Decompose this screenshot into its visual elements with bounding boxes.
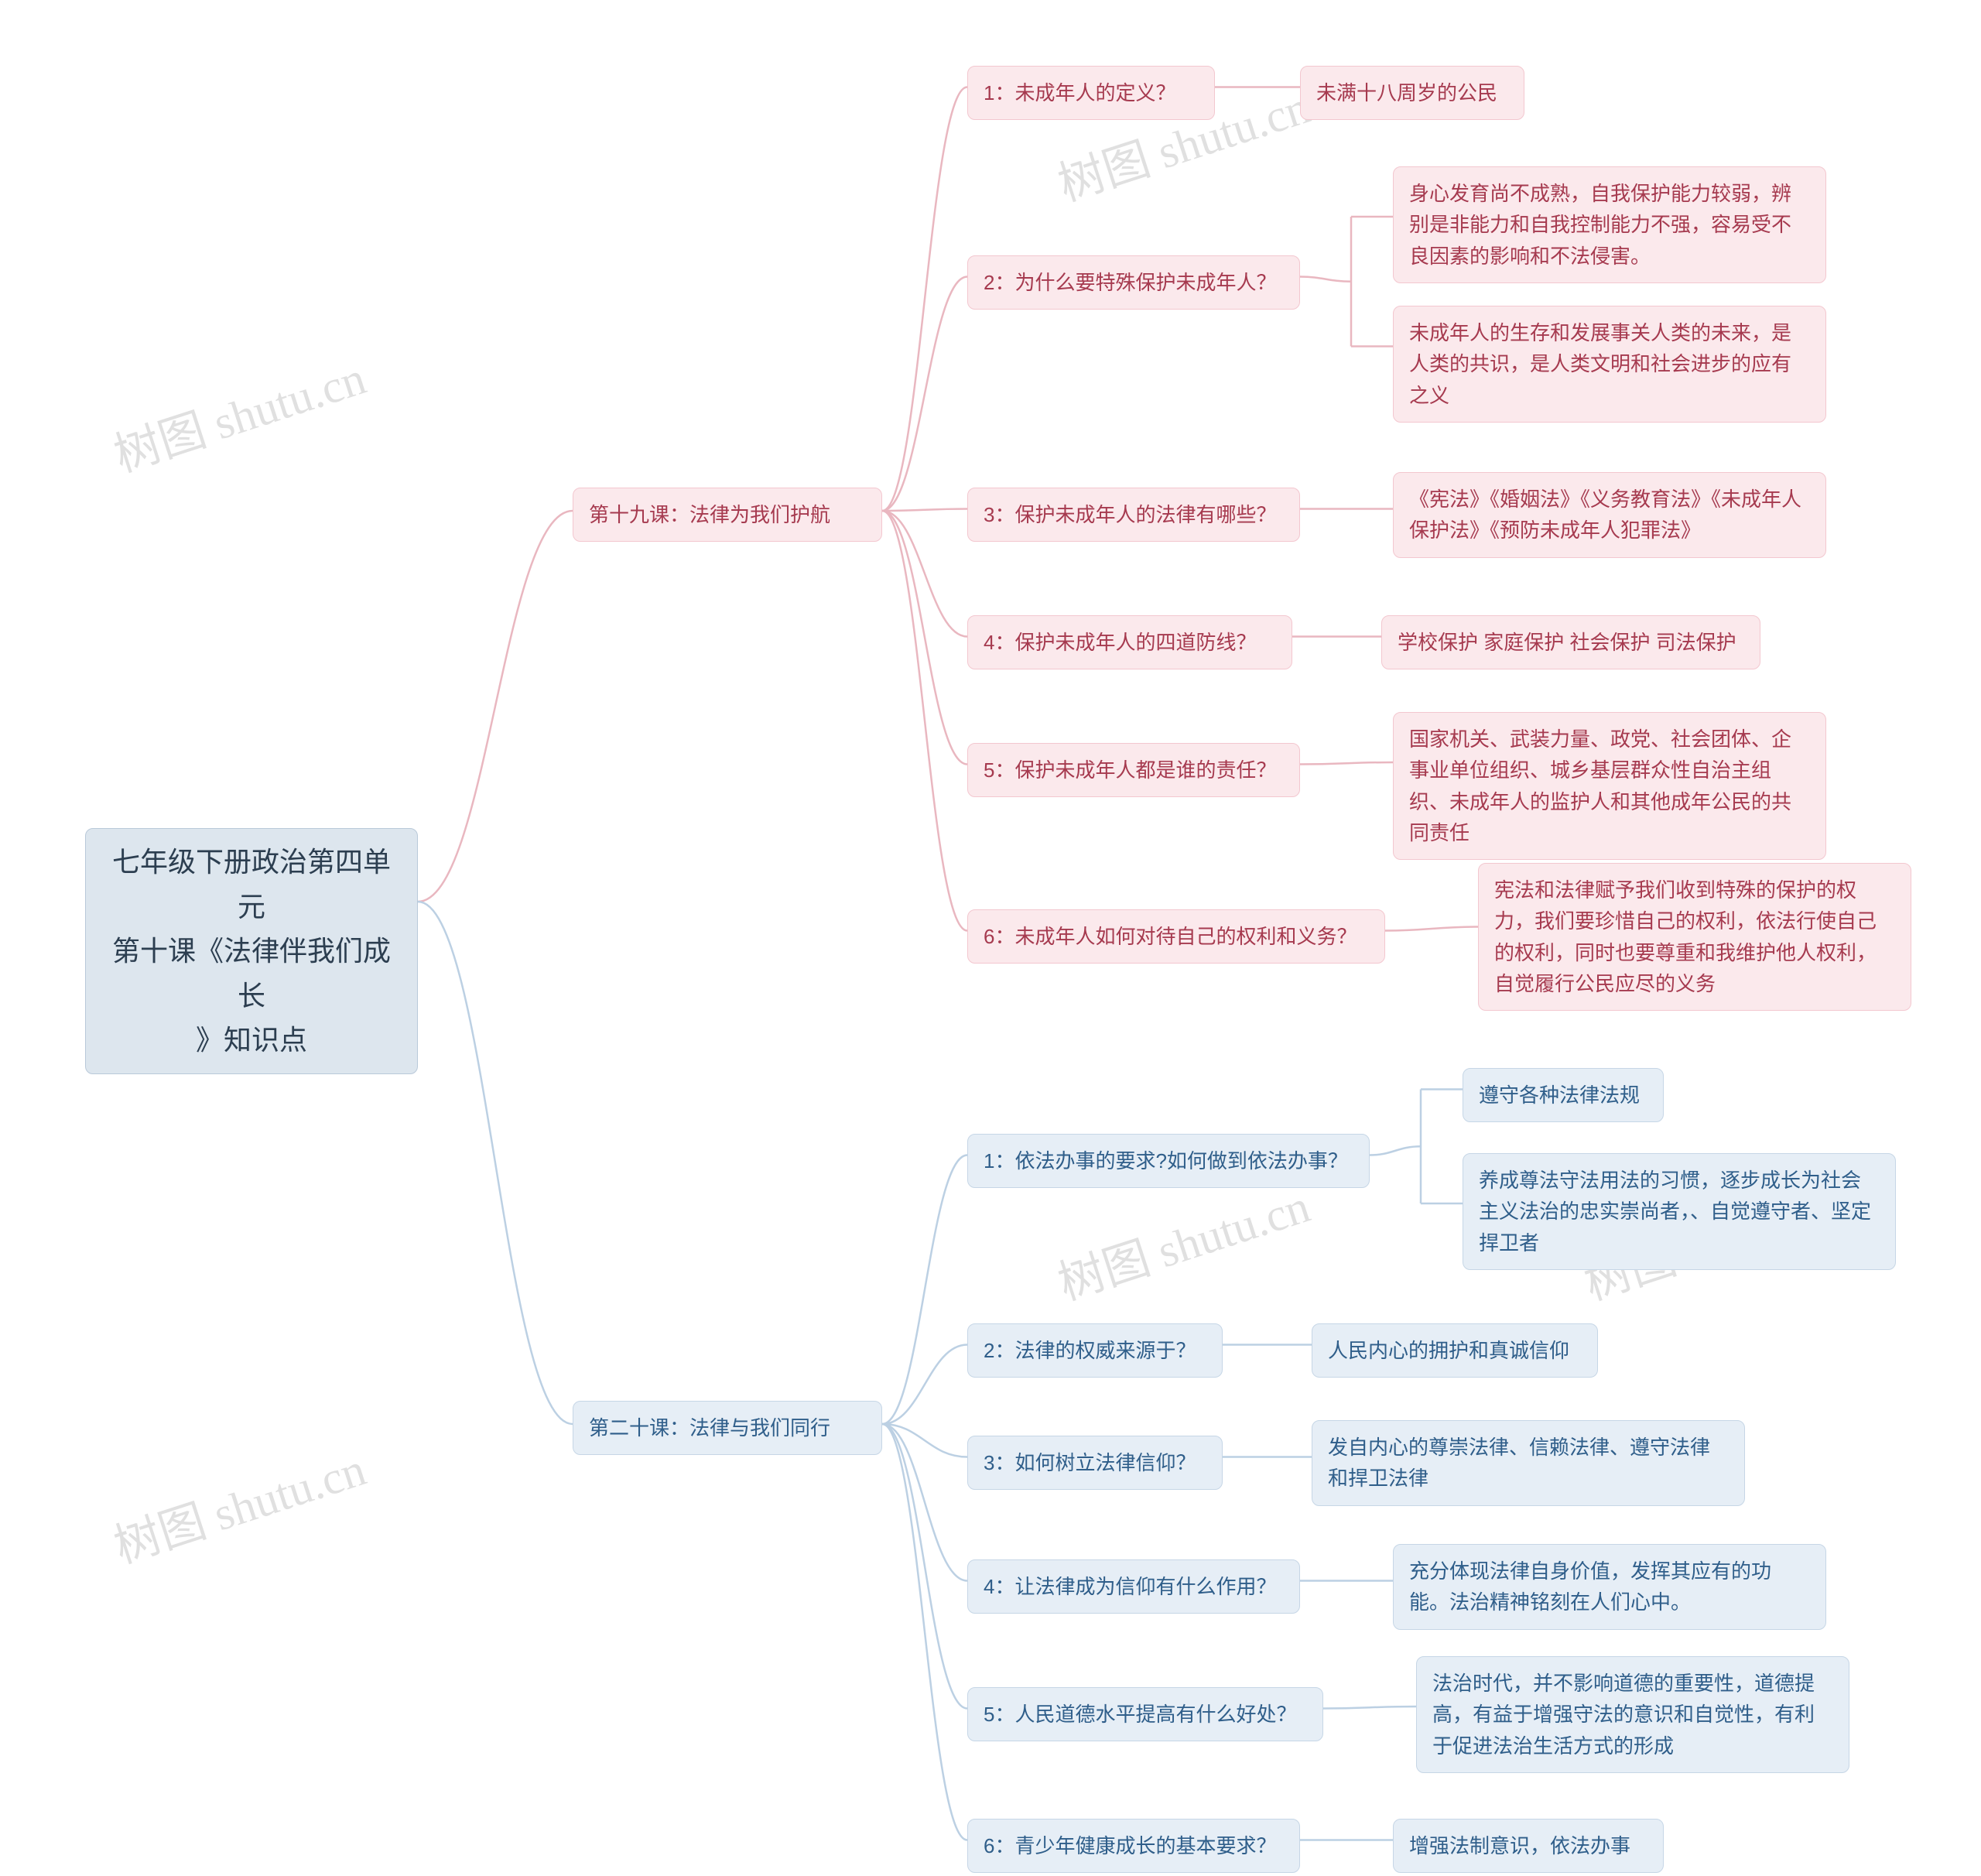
question-b1q5[interactable]: 5：保护未成年人都是谁的责任？ [967,743,1300,797]
leaf-b2q5a[interactable]: 法治时代，并不影响道德的重要性，道德提高，有益于增强守法的意识和自觉性，有利于促… [1416,1656,1849,1773]
leaf-b1q1a[interactable]: 未满十八周岁的公民 [1300,66,1524,120]
leaf-b2q1a[interactable]: 遵守各种法律法规 [1463,1068,1664,1122]
question-b1q1[interactable]: 1：未成年人的定义？ [967,66,1215,120]
leaf-b1q5a[interactable]: 国家机关、武装力量、政党、社会团体、企事业单位组织、城乡基层群众性自治主组织、未… [1393,712,1826,860]
leaf-b1q3a[interactable]: 《宪法》《婚姻法》《义务教育法》《未成年人保护法》《预防未成年人犯罪法》 [1393,472,1826,558]
watermark: 树图 shutu.cn [1049,1169,1317,1313]
question-b1q4[interactable]: 4：保护未成年人的四道防线？ [967,615,1292,669]
leaf-b1q2a[interactable]: 身心发育尚不成熟，自我保护能力较弱，辨别是非能力和自我控制能力不强，容易受不良因… [1393,166,1826,283]
leaf-b2q1b[interactable]: 养成尊法守法用法的习惯，逐步成长为社会主义法治的忠实崇尚者，、自觉遵守者、坚定捍… [1463,1153,1896,1270]
question-b1q3[interactable]: 3：保护未成年人的法律有哪些？ [967,488,1300,542]
leaf-b2q6a[interactable]: 增强法制意识，依法办事 [1393,1819,1664,1873]
leaf-b1q6a[interactable]: 宪法和法律赋予我们收到特殊的保护的权力，我们要珍惜自己的权利，依法行使自己的权利… [1478,863,1911,1011]
question-b1q2[interactable]: 2：为什么要特殊保护未成年人？ [967,255,1300,310]
leaf-b1q2b[interactable]: 未成年人的生存和发展事关人类的未来，是人类的共识，是人类文明和社会进步的应有之义 [1393,306,1826,423]
mindmap-canvas: 树图 shutu.cn树图 shutu.cn树图 shutu.cn树图 shut… [0,0,1981,1876]
branch-b1[interactable]: 第十九课：法律为我们护航 [573,488,882,542]
leaf-b2q4a[interactable]: 充分体现法律自身价值，发挥其应有的功能。法治精神铭刻在人们心中。 [1393,1544,1826,1630]
question-b2q6[interactable]: 6：青少年健康成长的基本要求？ [967,1819,1300,1873]
question-b2q2[interactable]: 2：法律的权威来源于？ [967,1323,1223,1378]
question-b2q4[interactable]: 4：让法律成为信仰有什么作用？ [967,1559,1300,1614]
question-b2q1[interactable]: 1：依法办事的要求?如何做到依法办事？ [967,1134,1370,1188]
root-node[interactable]: 七年级下册政治第四单元第十课《法律伴我们成长》知识点 [85,828,418,1074]
question-b2q5[interactable]: 5：人民道德水平提高有什么好处？ [967,1687,1323,1741]
leaf-b1q4a[interactable]: 学校保护 家庭保护 社会保护 司法保护 [1381,615,1760,669]
watermark: 树图 shutu.cn [104,1432,373,1576]
branch-b2[interactable]: 第二十课：法律与我们同行 [573,1401,882,1455]
watermark: 树图 shutu.cn [104,341,373,485]
leaf-b2q3a[interactable]: 发自内心的尊崇法律、信赖法律、遵守法律和捍卫法律 [1312,1420,1745,1506]
leaf-b2q2a[interactable]: 人民内心的拥护和真诚信仰 [1312,1323,1598,1378]
question-b2q3[interactable]: 3：如何树立法律信仰？ [967,1436,1223,1490]
question-b1q6[interactable]: 6：未成年人如何对待自己的权利和义务？ [967,909,1385,964]
